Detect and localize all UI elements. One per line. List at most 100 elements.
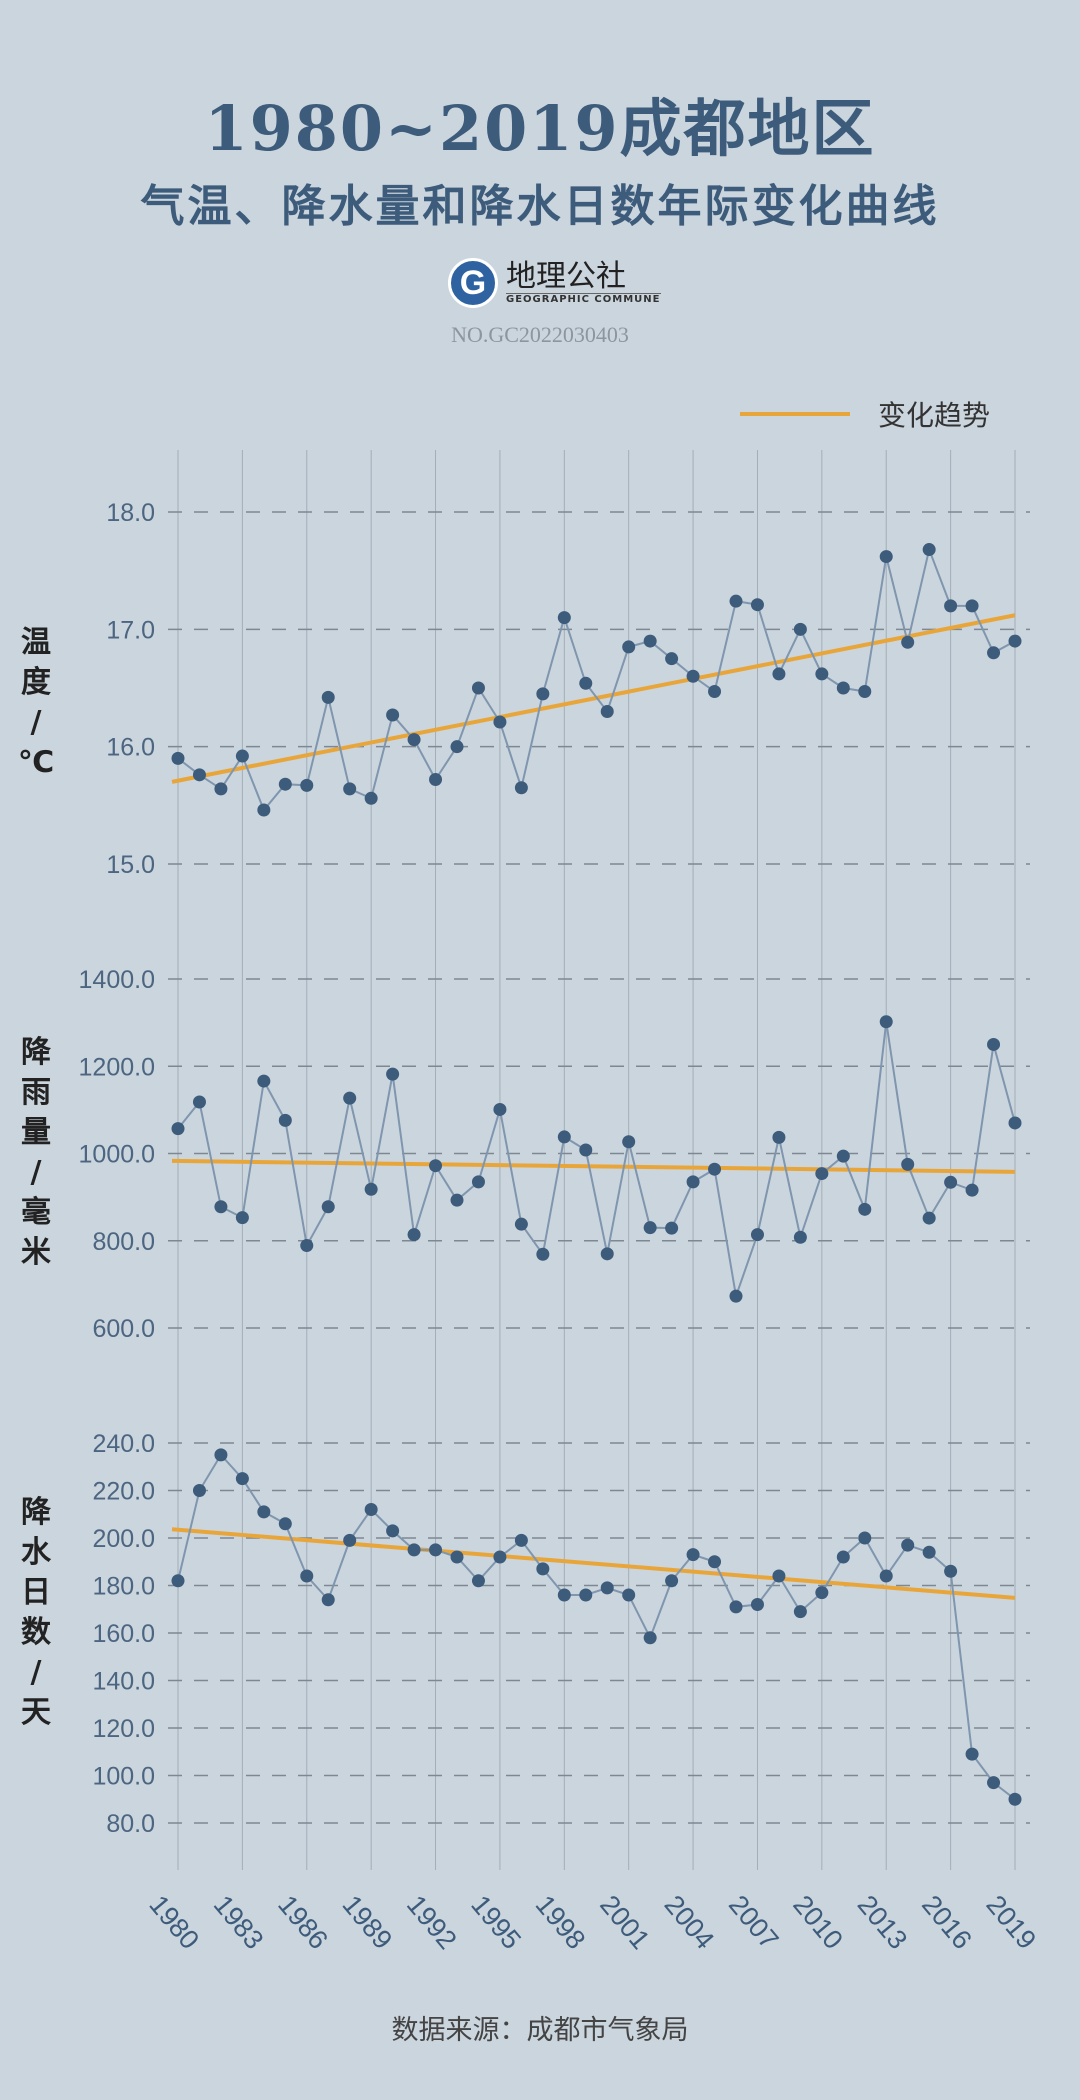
data-point: [235, 1472, 249, 1486]
y-tick-label: 80.0: [106, 1810, 155, 1838]
data-point: [429, 773, 443, 787]
data-point: [879, 550, 893, 564]
data-point: [171, 751, 185, 765]
data-point: [171, 1122, 185, 1136]
data-point: [257, 1505, 271, 1519]
x-tick-label: 2013: [852, 1890, 914, 1955]
data-point: [471, 1175, 485, 1189]
y-axis-title-char: 毫: [21, 1195, 51, 1230]
data-point: [1008, 1792, 1022, 1806]
y-axis-title-char: 雨: [21, 1075, 51, 1110]
data-point: [471, 681, 485, 695]
y-tick-label: 240.0: [92, 1430, 155, 1458]
y-tick-label: 1400.0: [79, 966, 155, 994]
title-line-1: 1980~2019成都地区: [204, 92, 876, 165]
data-point: [192, 1484, 206, 1497]
y-axis-title-char: 温: [21, 625, 51, 660]
data-point: [536, 1562, 550, 1576]
y-axis-title-char: 日: [21, 1575, 51, 1610]
data-point: [386, 1067, 400, 1081]
logo-en: GEOGRAPHIC COMMUNE: [506, 293, 661, 305]
data-point: [815, 667, 829, 681]
data-point: [514, 1217, 528, 1231]
data-point: [386, 1524, 400, 1538]
x-tick-label: 1998: [530, 1890, 592, 1955]
data-point: [665, 652, 679, 666]
trend-line: [171, 1527, 1016, 1600]
data-point: [729, 1600, 743, 1614]
data-point: [708, 1555, 722, 1569]
data-point: [965, 1747, 979, 1761]
data-point: [729, 1289, 743, 1303]
data-point: [858, 1531, 872, 1545]
data-point: [922, 543, 936, 557]
y-tick-label: 600.0: [92, 1315, 155, 1343]
panel-0: 15.0 16.0 17.0 18.0 温度 / ℃: [18, 499, 1030, 879]
data-point: [364, 1182, 378, 1196]
data-point: [278, 1113, 292, 1127]
data-point: [600, 704, 614, 718]
data-point: [536, 687, 550, 701]
y-tick-label: 1200.0: [79, 1053, 155, 1081]
data-point: [922, 1545, 936, 1559]
y-axis-title-char: 天: [21, 1695, 51, 1730]
y-tick-label: 160.0: [92, 1620, 155, 1648]
data-point: [407, 1228, 421, 1242]
data-point: [300, 778, 314, 792]
x-tick-label: 1995: [465, 1890, 527, 1955]
data-point: [300, 1569, 314, 1583]
data-point: [343, 1091, 357, 1105]
data-point: [386, 708, 400, 722]
data-point: [901, 1157, 915, 1171]
x-tick-label: 1989: [337, 1890, 399, 1955]
data-point: [987, 1776, 1001, 1790]
data-point: [493, 715, 507, 729]
data-point: [407, 1543, 421, 1557]
data-point: [815, 1167, 829, 1181]
y-axis-title-char: 度: [21, 665, 51, 700]
logo-g-icon: G: [448, 258, 498, 308]
data-point: [321, 1200, 335, 1214]
data-point: [686, 1175, 700, 1189]
data-point: [364, 1503, 378, 1516]
data-point: [750, 1228, 764, 1242]
data-point: [429, 1543, 443, 1557]
y-axis-title-char: 降: [21, 1495, 52, 1530]
data-point: [364, 791, 378, 805]
data-point: [600, 1247, 614, 1261]
y-tick-label: 180.0: [92, 1573, 155, 1601]
data-point: [965, 599, 979, 613]
data-point: [579, 1143, 593, 1157]
series-line: [177, 546, 1016, 812]
x-tick-label: 2016: [916, 1890, 978, 1955]
data-point: [944, 1175, 958, 1189]
y-axis-title-char: 米: [21, 1235, 51, 1270]
panel-2: 80.0 100.0 120.0 140.0 160.0 180.0 200.0 220.0 2…: [21, 1430, 1030, 1838]
y-axis-title-char: 数: [21, 1615, 52, 1650]
y-tick-label: 100.0: [92, 1763, 155, 1791]
data-point: [257, 1074, 271, 1088]
y-axis-title-char: /: [31, 1655, 42, 1690]
data-point: [343, 1533, 357, 1547]
data-point: [922, 1211, 936, 1225]
data-point: [858, 1202, 872, 1216]
data-point: [793, 1605, 807, 1619]
panel-1: 600.0 800.0 1000.0 1200.0 1400.0 降雨量 / 毫米: [21, 966, 1030, 1343]
data-point: [493, 1550, 507, 1564]
data-point: [343, 782, 357, 796]
y-axis-title-char: /: [31, 705, 42, 740]
data-point: [944, 1564, 958, 1578]
y-tick-label: 800.0: [92, 1228, 155, 1256]
data-point: [321, 1593, 335, 1607]
data-point: [557, 1588, 571, 1602]
data-point: [257, 803, 271, 817]
y-axis-title-char: ℃: [18, 745, 54, 780]
data-point: [278, 1517, 292, 1531]
data-point: [643, 1631, 657, 1645]
logo: G 地理公社 GEOGRAPHIC COMMUNE: [448, 258, 661, 308]
data-point: [836, 1149, 850, 1163]
data-point: [750, 1598, 764, 1611]
data-point: [622, 640, 636, 654]
y-tick-label: 16.0: [106, 734, 155, 762]
y-tick-label: 18.0: [106, 499, 155, 527]
